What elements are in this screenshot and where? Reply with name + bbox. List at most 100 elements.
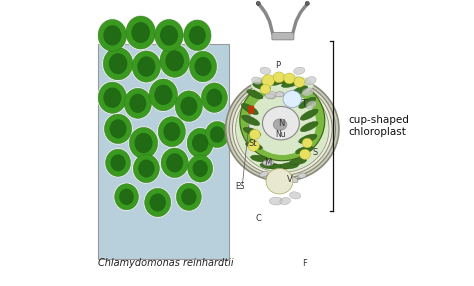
Ellipse shape [194,57,211,76]
Circle shape [252,110,254,112]
Text: P: P [275,61,281,69]
Ellipse shape [126,16,155,49]
Ellipse shape [115,184,138,210]
Ellipse shape [306,101,316,109]
Ellipse shape [299,134,317,143]
Ellipse shape [289,177,298,183]
Ellipse shape [302,138,312,148]
Ellipse shape [103,25,121,45]
Circle shape [256,1,260,5]
Ellipse shape [148,78,179,112]
Ellipse shape [241,103,258,115]
Ellipse shape [251,155,269,162]
Ellipse shape [184,20,211,51]
Ellipse shape [160,44,190,77]
Ellipse shape [263,160,273,166]
Ellipse shape [98,19,127,51]
Ellipse shape [132,51,161,82]
Ellipse shape [98,82,127,113]
Ellipse shape [161,148,188,178]
Ellipse shape [124,88,152,118]
Ellipse shape [271,78,291,84]
Ellipse shape [110,154,126,171]
Ellipse shape [252,77,262,84]
Text: F: F [302,259,308,268]
Ellipse shape [263,106,299,140]
Ellipse shape [299,97,316,108]
Ellipse shape [192,160,208,177]
Ellipse shape [280,162,299,169]
Ellipse shape [302,88,314,96]
Ellipse shape [291,86,308,96]
Ellipse shape [109,53,128,74]
Ellipse shape [103,47,133,80]
Ellipse shape [265,94,275,99]
Ellipse shape [294,67,305,74]
Ellipse shape [188,50,218,83]
Circle shape [250,110,252,112]
Ellipse shape [229,80,336,178]
Ellipse shape [190,51,217,82]
Text: C: C [255,214,261,223]
Ellipse shape [155,85,173,105]
Ellipse shape [106,149,130,176]
Ellipse shape [240,80,325,161]
Ellipse shape [289,158,307,165]
Text: S: S [312,148,318,157]
Circle shape [250,112,252,114]
Text: St: St [248,138,257,148]
Text: M: M [264,158,272,167]
Ellipse shape [155,19,183,51]
Ellipse shape [125,15,156,50]
Ellipse shape [129,94,146,113]
Ellipse shape [132,153,161,184]
Text: T: T [301,99,306,108]
Ellipse shape [102,46,134,81]
Ellipse shape [138,159,155,178]
Ellipse shape [246,142,263,149]
Ellipse shape [128,126,159,160]
Ellipse shape [160,147,190,179]
Text: N: N [278,119,284,128]
Ellipse shape [201,83,228,112]
Ellipse shape [236,85,329,172]
Ellipse shape [243,127,261,136]
Text: Nu: Nu [275,130,286,139]
Ellipse shape [260,171,268,177]
Circle shape [248,110,250,112]
Ellipse shape [186,127,214,159]
Ellipse shape [270,164,289,170]
Ellipse shape [133,154,159,183]
Ellipse shape [123,87,153,120]
Ellipse shape [149,79,178,111]
Circle shape [252,106,254,108]
Ellipse shape [103,88,121,108]
Ellipse shape [260,162,279,169]
Text: ES: ES [235,182,245,191]
Ellipse shape [166,153,183,172]
Circle shape [252,112,254,114]
Ellipse shape [232,82,332,175]
Circle shape [252,108,254,110]
Ellipse shape [131,50,162,83]
Ellipse shape [174,90,203,123]
Ellipse shape [97,18,128,52]
Ellipse shape [285,94,294,99]
Ellipse shape [97,81,128,114]
FancyBboxPatch shape [272,33,294,40]
Ellipse shape [300,149,310,159]
Ellipse shape [273,72,284,83]
Ellipse shape [154,18,184,52]
Ellipse shape [187,128,213,158]
Ellipse shape [187,154,214,183]
Ellipse shape [164,122,180,141]
Ellipse shape [249,129,260,140]
Ellipse shape [192,134,209,152]
Ellipse shape [104,148,132,178]
Ellipse shape [206,89,222,107]
Ellipse shape [144,187,172,218]
Ellipse shape [253,83,271,90]
Ellipse shape [158,117,185,147]
Ellipse shape [266,168,293,194]
Ellipse shape [294,77,305,87]
